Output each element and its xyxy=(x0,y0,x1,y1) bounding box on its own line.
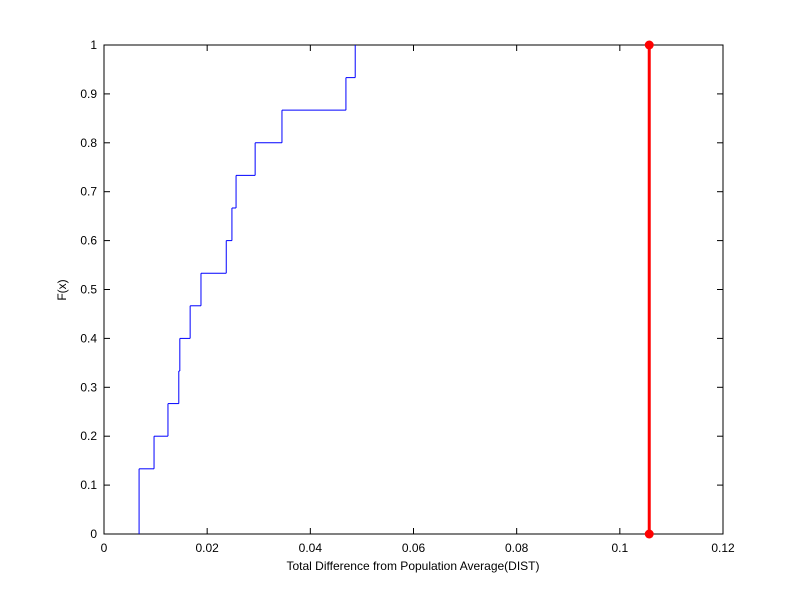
y-tick-label: 0.5 xyxy=(80,283,97,297)
x-tick-label: 0.04 xyxy=(299,541,323,555)
y-tick-label: 0 xyxy=(90,527,97,541)
y-axis-label: F(x) xyxy=(55,279,69,300)
y-tick-label: 0.4 xyxy=(80,331,97,345)
y-tick-label: 0.6 xyxy=(80,234,97,248)
x-tick-label: 0.08 xyxy=(505,541,529,555)
x-tick-label: 0.1 xyxy=(611,541,628,555)
x-axis-label: Total Difference from Population Average… xyxy=(286,559,539,573)
x-tick-label: 0.02 xyxy=(195,541,219,555)
x-tick-label: 0.06 xyxy=(402,541,426,555)
y-tick-label: 0.2 xyxy=(80,429,97,443)
y-tick-label: 0.7 xyxy=(80,185,97,199)
y-tick-label: 0.3 xyxy=(80,380,97,394)
y-tick-label: 0.8 xyxy=(80,136,97,150)
x-tick-label: 0 xyxy=(101,541,108,555)
x-tick-label: 0.12 xyxy=(711,541,735,555)
marker xyxy=(644,40,654,50)
y-tick-label: 0.1 xyxy=(80,478,97,492)
marker xyxy=(644,529,654,539)
y-tick-label: 0.9 xyxy=(80,87,97,101)
y-tick-label: 1 xyxy=(90,38,97,52)
